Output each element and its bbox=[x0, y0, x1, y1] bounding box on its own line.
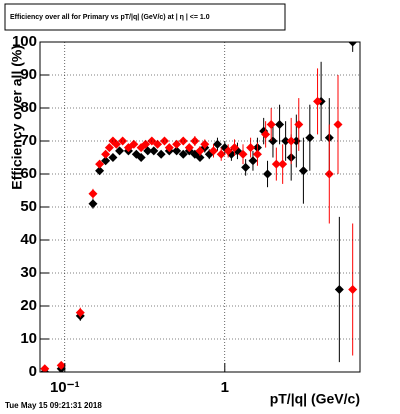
marker bbox=[195, 146, 205, 156]
marker bbox=[216, 149, 226, 159]
y-tick-label: 20 bbox=[20, 297, 37, 314]
marker bbox=[195, 153, 205, 162]
marker bbox=[252, 149, 262, 159]
marker bbox=[261, 129, 271, 139]
marker bbox=[136, 153, 146, 162]
marker bbox=[294, 120, 304, 129]
marker bbox=[160, 136, 170, 146]
marker bbox=[88, 199, 98, 209]
marker bbox=[172, 146, 182, 156]
marker bbox=[313, 96, 323, 106]
marker bbox=[75, 308, 85, 318]
marker bbox=[172, 139, 182, 149]
x-tick-label: 1 bbox=[221, 379, 229, 396]
marker bbox=[278, 159, 288, 169]
marker bbox=[248, 156, 258, 166]
x-tick-label: 10⁻¹ bbox=[50, 379, 80, 396]
marker bbox=[178, 149, 188, 159]
marker bbox=[238, 149, 248, 159]
marker bbox=[266, 120, 276, 129]
marker bbox=[153, 139, 163, 149]
marker bbox=[118, 136, 128, 146]
marker bbox=[298, 166, 308, 176]
marker bbox=[108, 153, 118, 162]
y-tick-label: 70 bbox=[20, 132, 37, 149]
marker bbox=[111, 139, 121, 149]
marker bbox=[229, 143, 239, 153]
y-tick-label: 0 bbox=[29, 363, 37, 380]
y-tick-label: 90 bbox=[20, 66, 37, 83]
y-tick-label: 50 bbox=[20, 198, 37, 215]
plot-area bbox=[40, 42, 358, 372]
marker bbox=[271, 159, 281, 169]
marker bbox=[115, 146, 125, 156]
footer: Tue May 15 09:21:31 2018 bbox=[5, 401, 102, 410]
x-axis-label: pT/|q| (GeV/c) bbox=[270, 391, 360, 407]
marker bbox=[281, 136, 291, 146]
y-axis-label: Efficiency over all (%) bbox=[9, 45, 25, 190]
y-tick-label: 10 bbox=[20, 330, 37, 347]
marker bbox=[178, 136, 188, 146]
marker bbox=[334, 285, 344, 294]
marker bbox=[156, 149, 166, 159]
marker bbox=[95, 166, 105, 176]
y-tick-label: 40 bbox=[20, 231, 37, 248]
marker bbox=[149, 146, 159, 156]
marker bbox=[324, 169, 334, 179]
y-tick-label: 60 bbox=[20, 165, 37, 182]
marker bbox=[241, 162, 251, 172]
marker bbox=[223, 146, 233, 156]
title-box bbox=[4, 3, 286, 31]
marker bbox=[184, 143, 194, 153]
marker bbox=[101, 149, 111, 159]
marker bbox=[263, 169, 273, 179]
y-tick-label: 30 bbox=[20, 264, 37, 281]
marker bbox=[348, 42, 358, 47]
marker bbox=[129, 139, 139, 149]
marker bbox=[141, 139, 151, 149]
marker bbox=[56, 360, 66, 370]
marker bbox=[212, 139, 222, 149]
y-tick-label: 100 bbox=[12, 33, 37, 50]
marker bbox=[275, 120, 285, 129]
marker bbox=[286, 136, 296, 146]
y-tick-label: 80 bbox=[20, 99, 37, 116]
marker bbox=[95, 159, 105, 169]
marker bbox=[246, 143, 256, 153]
marker bbox=[348, 285, 358, 294]
marker bbox=[208, 146, 218, 156]
marker bbox=[164, 143, 174, 153]
marker bbox=[88, 189, 98, 199]
marker bbox=[333, 120, 343, 129]
marker bbox=[200, 139, 210, 149]
chart-title: Efficiency over all for Primary vs pT/|q… bbox=[10, 14, 210, 21]
marker bbox=[104, 143, 114, 153]
marker bbox=[190, 136, 200, 146]
marker bbox=[305, 133, 315, 143]
marker bbox=[40, 364, 50, 372]
marker bbox=[101, 156, 111, 166]
